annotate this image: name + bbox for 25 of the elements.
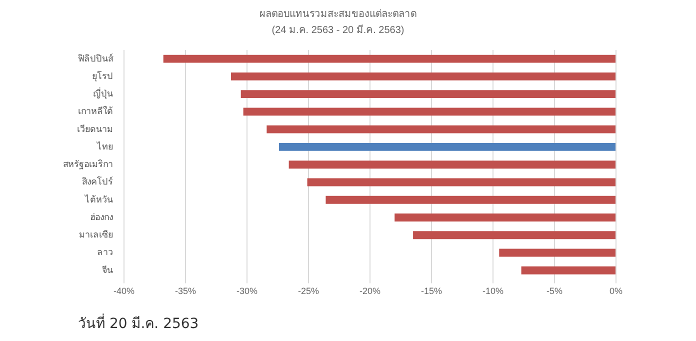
y-tick-label: เกาหลีใต้ xyxy=(78,106,113,116)
x-tick-label: -20% xyxy=(359,286,381,296)
x-tick-label: -35% xyxy=(174,286,196,296)
x-tick-label: -15% xyxy=(420,286,442,296)
y-tick-label: ญี่ปุ่น xyxy=(93,86,113,100)
x-tick-label: -5% xyxy=(546,286,563,296)
y-tick-label: มาเลเซีย xyxy=(79,230,113,240)
x-tick-label: 0% xyxy=(609,286,623,296)
x-tick-label: -30% xyxy=(236,286,258,296)
text: วันที่ 20 มี.ค. 2563 xyxy=(78,312,199,334)
x-tick-label: -40% xyxy=(113,286,135,296)
y-tick-label: ลาว xyxy=(97,247,113,258)
y-tick-label: สหรัฐอเมริกา xyxy=(63,159,113,170)
y-tick-label: ฟิลิปปินส์ xyxy=(78,52,114,64)
x-tick-label: -25% xyxy=(298,286,320,296)
y-tick-label: สิงคโปร์ xyxy=(82,176,113,187)
y-tick-label: ไต้หวัน xyxy=(84,194,113,204)
y-tick-label: ไทย xyxy=(96,141,113,152)
chart-subtitle: (24 ม.ค. 2563 - 20 มี.ค. 2563) xyxy=(272,24,404,36)
chart-title: ผลตอบแทนรวมสะสมของแต่ละตลาด xyxy=(260,8,416,20)
y-tick-label: ฮ่องกง xyxy=(90,212,113,222)
x-tick-label: -10% xyxy=(482,286,504,296)
y-tick-label: จีน xyxy=(102,264,113,275)
y-tick-label: ยุโรป xyxy=(92,70,113,82)
y-tick-label: เวียดนาม xyxy=(77,124,113,134)
